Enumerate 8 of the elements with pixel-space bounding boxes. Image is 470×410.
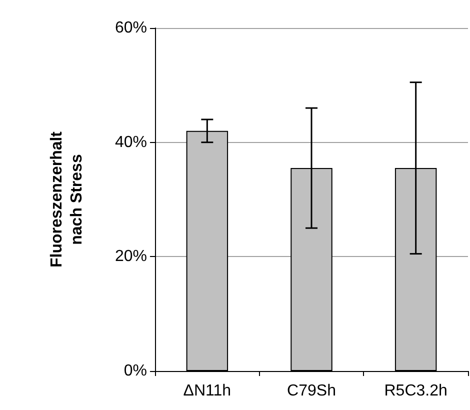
x-tick-label: C79Sh	[287, 382, 336, 400]
y-tick-label: 40%	[114, 134, 147, 151]
y-tick-label: 0%	[124, 362, 147, 380]
x-tick-label: ΔN11h	[183, 382, 232, 400]
y-axis-title: Fluoreszenzerhalt nach Stress	[48, 130, 86, 268]
x-tick-label: R5C3.2h	[384, 382, 448, 400]
y-tick-label: 20%	[114, 248, 147, 266]
y-tick-label: 60%	[114, 20, 147, 36]
